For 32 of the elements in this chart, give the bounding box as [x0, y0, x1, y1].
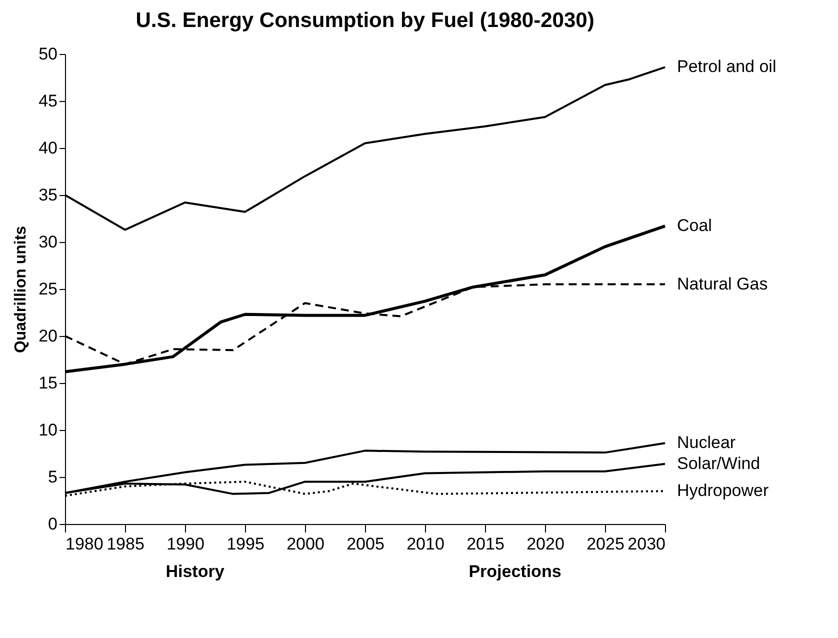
text: History	[166, 562, 225, 581]
x-tick-label: 2005	[346, 534, 384, 554]
x-tick-label: 2025	[586, 534, 624, 554]
y-tick-label: 30	[38, 232, 58, 252]
y-axis-title: Quadrillion units	[12, 226, 30, 354]
x-tick-label: 2010	[406, 534, 444, 554]
y-tick-label: 10	[38, 420, 58, 440]
x-tick-label: 1990	[166, 534, 204, 554]
x-tick-label: 2020	[526, 534, 564, 554]
series-label: Hydropower	[677, 481, 769, 500]
y-tick-label: 25	[38, 280, 58, 298]
x-tick-label: 1985	[106, 534, 144, 554]
x-tick-label: 1980	[66, 534, 104, 554]
series-label: Natural Gas	[677, 274, 768, 294]
y-tick-label: 15	[38, 374, 58, 392]
y-tick-label: 50	[38, 44, 58, 64]
chart-title: U.S. Energy Consumption by Fuel (1980-2030)	[136, 9, 594, 32]
x-tick-label: 1995	[226, 534, 264, 554]
y-tick-label: 20	[38, 326, 58, 346]
y-tick-label: 5	[48, 468, 58, 486]
x-tick-label: 2000	[286, 534, 324, 554]
y-tick-label: 35	[38, 186, 58, 204]
x-tick-label: 2030	[628, 534, 666, 554]
series-label: Coal	[677, 216, 712, 236]
y-tick-label: 0	[48, 514, 58, 534]
series-label: Petrol and oil	[677, 57, 776, 76]
text: Projections	[468, 562, 562, 581]
y-tick-label: 45	[38, 92, 58, 110]
y-tick-label: 40	[38, 138, 58, 158]
series-label: Nuclear	[677, 433, 736, 452]
series-label: Solar/Wind	[677, 454, 760, 473]
x-tick-label: 2015	[466, 534, 504, 554]
